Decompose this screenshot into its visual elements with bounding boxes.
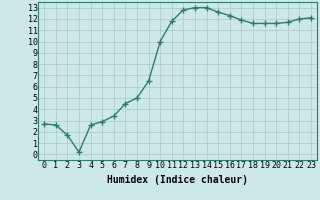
X-axis label: Humidex (Indice chaleur): Humidex (Indice chaleur) xyxy=(107,175,248,185)
